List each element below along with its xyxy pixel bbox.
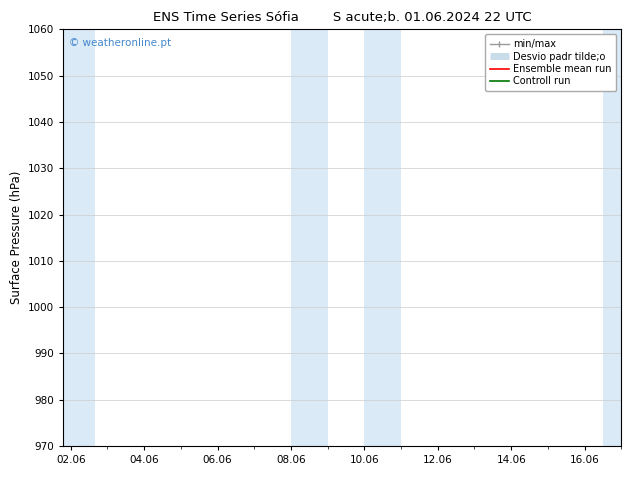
Bar	[291, 29, 328, 446]
Bar	[603, 29, 621, 446]
Legend: min/max, Desvio padr tilde;o, Ensemble mean run, Controll run: min/max, Desvio padr tilde;o, Ensemble m…	[485, 34, 616, 91]
Text: © weatheronline.pt: © weatheronline.pt	[69, 38, 171, 48]
Bar	[365, 29, 401, 446]
Bar	[63, 29, 94, 446]
Title: ENS Time Series Sófia        S acute;b. 01.06.2024 22 UTC: ENS Time Series Sófia S acute;b. 01.06.2…	[153, 11, 532, 24]
Y-axis label: Surface Pressure (hPa): Surface Pressure (hPa)	[10, 171, 23, 304]
